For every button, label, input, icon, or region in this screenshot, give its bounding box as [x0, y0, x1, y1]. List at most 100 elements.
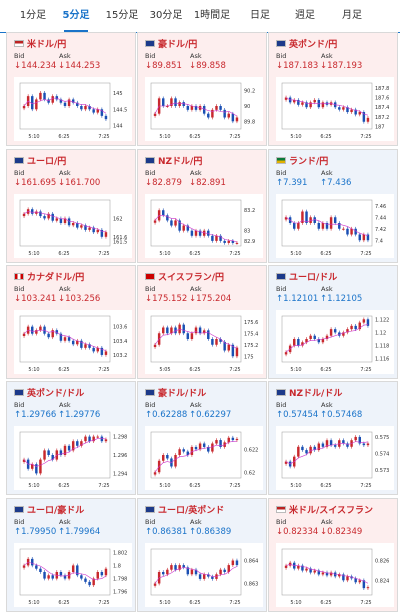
x-tick-label: 7:25	[98, 134, 109, 140]
rate-card[interactable]: 英ポンド/円 Bid Ask ↓187.183 ↓187.193 187.8 187.6 18…	[268, 32, 398, 146]
candle	[346, 228, 349, 235]
candle	[162, 572, 165, 575]
ask-price: 0.62297	[196, 410, 232, 420]
plot-frame	[150, 431, 242, 479]
rate-card[interactable]: 米ドル/円 Bid Ask ↓144.234 ↓144.253 145 144.5 144 5:…	[6, 32, 136, 146]
bid-label: Bid	[14, 169, 25, 177]
tab-5[interactable]: 日足	[250, 10, 270, 21]
bid-value: ↓144.234	[14, 61, 56, 71]
x-tick-label: 7:25	[360, 134, 371, 140]
candle	[284, 217, 288, 220]
y-tick-label: 144.5	[113, 107, 127, 113]
plot-frame	[281, 548, 373, 596]
flag-icon	[14, 506, 24, 513]
candle	[71, 223, 75, 226]
trend-arrow-icon: ↑	[320, 178, 328, 188]
candle	[321, 572, 325, 575]
rate-card[interactable]: NZドル/円 Bid Ask ↓82.879 ↓82.891 83.2 83 82.9 5:10…	[137, 149, 267, 263]
candle	[55, 96, 59, 100]
candle	[313, 335, 316, 339]
candle	[88, 344, 91, 348]
rate-card[interactable]: スイスフラン/円 Bid Ask ↓175.152 ↓175.204 175.6 175.4…	[137, 265, 267, 379]
pair-title: 英ポンド/ドル	[14, 386, 84, 399]
pair-title: カナダドル/円	[14, 270, 84, 283]
trend-arrow-icon: ↑	[189, 527, 197, 537]
ask-value: ↑1.29776	[58, 410, 100, 420]
candle	[100, 572, 104, 576]
bid-value: ↓89.851	[145, 61, 182, 71]
plot-frame	[281, 431, 373, 479]
ask-label: Ask	[321, 518, 333, 526]
ask-price: 103.256	[65, 294, 101, 304]
plot-frame	[150, 82, 242, 130]
x-tick-label: 6:25	[189, 600, 200, 606]
ask-price: 175.204	[196, 294, 232, 304]
chart-svg: 175.6 175.4 175.2 175 5:05 6:25 7:25	[150, 315, 258, 373]
tab-7[interactable]: 月足	[342, 10, 362, 21]
bid-label: Bid	[14, 52, 25, 60]
trend-arrow-icon: ↓	[14, 294, 22, 304]
candle	[174, 455, 177, 467]
tab-0[interactable]: 1分足	[19, 10, 47, 21]
pair-title: 豪ドル/ドル	[145, 386, 206, 399]
rate-card[interactable]: ユーロ/円 Bid Ask ↓161.695 ↓161.700 162 161.6 161.5…	[6, 149, 136, 263]
rate-card[interactable]: NZドル/ドル Bid Ask ↑0.57454 ↑0.57468 0.575 0.574 0…	[268, 381, 398, 495]
y-tick-label: 90.2	[244, 89, 255, 95]
pair-title: ユーロ/ドル	[276, 270, 337, 283]
tab-3[interactable]: 30分足	[149, 10, 183, 21]
rate-card[interactable]: ユーロ/ドル Bid Ask ↑1.12101 ↑1.12105 1.122 1.12 1.1…	[268, 265, 398, 379]
candle	[309, 568, 312, 573]
ask-value: ↑1.12105	[320, 294, 362, 304]
bid-value: ↓82.879	[145, 178, 182, 188]
candle	[22, 459, 26, 462]
rate-card[interactable]: ユーロ/豪ドル Bid Ask ↑1.79950 ↑1.79964 1.802 1.8 1.7…	[6, 498, 136, 612]
plot-frame	[19, 431, 111, 479]
moving-average-line	[285, 563, 369, 584]
rate-card[interactable]: 豪ドル/円 Bid Ask ↓89.851 ↓89.858 90.2 90 89.8 5:10 6…	[137, 32, 267, 146]
candle	[47, 333, 50, 338]
tab-2[interactable]: 15分足	[105, 10, 139, 21]
candle	[92, 347, 95, 352]
bid-value: ↓161.695	[14, 178, 56, 188]
candle	[67, 99, 71, 106]
candle	[354, 109, 357, 115]
tab-6[interactable]: 週足	[295, 10, 315, 21]
candle	[153, 220, 157, 223]
rate-card[interactable]: カナダドル/円 Bid Ask ↓103.241 ↓103.256 103.6 103.4 1…	[6, 265, 136, 379]
candle	[235, 117, 239, 122]
candle	[362, 112, 366, 122]
candle	[297, 339, 300, 346]
y-tick-label: 1.8	[113, 563, 121, 569]
rate-card[interactable]: ランド/円 Bid Ask ↑7.391 ↑7.436 7.46 7.44 7.42 7.4 5:…	[268, 149, 398, 263]
pair-name: ユーロ/英ポンド	[158, 506, 225, 516]
candle	[231, 437, 235, 441]
candle	[338, 223, 341, 229]
ask-value: ↑0.62297	[189, 410, 231, 420]
candle	[202, 106, 206, 114]
tab-4[interactable]: 1時間足	[193, 10, 231, 21]
candle	[92, 227, 95, 233]
rate-card[interactable]: 米ドル/スイスフラン Bid Ask ↓0.82334 ↓0.82349 0.826 0.8…	[268, 498, 398, 612]
rate-card[interactable]: 豪ドル/ドル Bid Ask ↑0.62288 ↑0.62297 0.622 0.62 5:1…	[137, 381, 267, 495]
candle	[80, 441, 83, 446]
rate-card[interactable]: 英ポンド/ドル Bid Ask ↑1.29766 ↑1.29776 1.298 1.296 1…	[6, 381, 136, 495]
candle	[219, 106, 222, 110]
rate-card[interactable]: ユーロ/英ポンド Bid Ask ↑0.86381 ↑0.86389 0.864 0.863…	[137, 498, 267, 612]
mini-chart: 175.6 175.4 175.2 175 5:05 6:25 7:25	[145, 310, 263, 374]
candle	[215, 106, 218, 110]
x-tick-label: 7:25	[360, 483, 371, 489]
candle	[194, 569, 198, 575]
flag-icon	[145, 506, 155, 513]
candle	[100, 347, 104, 355]
y-tick-label: 0.62	[244, 470, 255, 476]
candle	[194, 230, 198, 236]
candle	[342, 574, 345, 581]
plot-frame	[281, 82, 373, 130]
chart-svg: 0.575 0.574 0.573 5:10 6:25 7:25	[281, 431, 389, 489]
candle	[313, 217, 316, 223]
candle	[166, 106, 169, 107]
candle	[22, 106, 26, 109]
moving-average-line	[285, 441, 368, 465]
tab-1[interactable]: 5分足	[58, 0, 94, 32]
ask-label: Ask	[190, 518, 202, 526]
